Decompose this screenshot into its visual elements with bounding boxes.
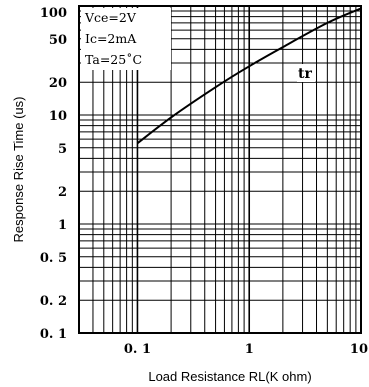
plot-frame <box>78 5 362 334</box>
y-tick-label: 50 <box>49 33 67 48</box>
condition-ic: Ic=2mA <box>85 31 137 46</box>
y-axis-title: Response Rise Time (us) <box>11 97 26 243</box>
series-label-tr: tr <box>298 66 312 82</box>
condition-vce: Vce=2V <box>84 10 137 25</box>
condition-ta: Ta=25˚C <box>85 52 142 67</box>
x-tick-labels: 0. 1 1 10 <box>124 342 368 357</box>
y-tick-label: 5 <box>58 142 67 157</box>
y-tick-labels: 100 50 20 10 5 2 1 0. 5 0. 2 0. 1 <box>40 6 67 342</box>
y-tick-label: 2 <box>58 185 67 200</box>
conditions-box <box>81 8 171 70</box>
x-tick-label: 10 <box>350 342 368 357</box>
y-tick-label: 20 <box>49 76 67 91</box>
y-tick-label: 0. 2 <box>40 294 67 309</box>
x-tick-label: 0. 1 <box>124 342 151 357</box>
series-line-tr <box>136 7 362 145</box>
y-tick-label: 0. 5 <box>40 251 67 266</box>
y-tick-label: 100 <box>40 6 67 21</box>
x-tick-label: 1 <box>245 342 254 357</box>
y-tick-label: 0. 1 <box>40 327 67 342</box>
y-tick-label: 10 <box>49 109 67 124</box>
y-tick-label: 1 <box>58 218 67 233</box>
x-axis-title: Load Resistance RL(K ohm) <box>148 369 311 384</box>
series-label-background <box>297 64 315 82</box>
